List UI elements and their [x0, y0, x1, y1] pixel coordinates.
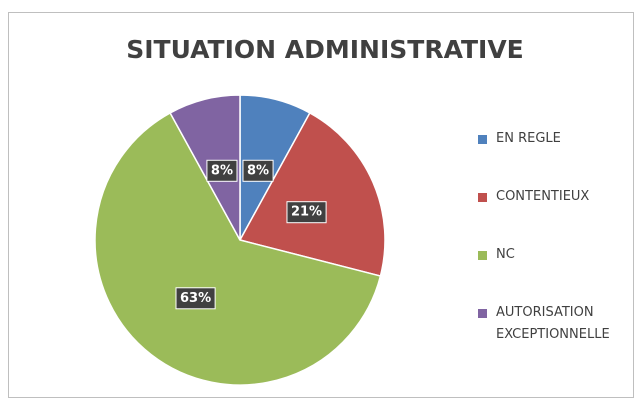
- data-label-box: [206, 159, 238, 182]
- chart-frame: [8, 12, 634, 398]
- data-label-box: [286, 201, 327, 224]
- legend-swatch: [478, 193, 487, 202]
- legend-label: NC: [496, 247, 515, 262]
- legend-label: AUTORISATION EXCEPTIONNELLE: [496, 305, 610, 342]
- pie-slice: [94, 111, 382, 386]
- legend-item: NC: [478, 244, 628, 302]
- data-label-box: [175, 287, 216, 310]
- data-label: 8%: [211, 163, 233, 178]
- legend-label: CONTENTIEUX: [496, 189, 590, 204]
- legend-label: EN REGLE: [496, 131, 561, 146]
- legend-swatch: [478, 135, 487, 144]
- data-label: 63%: [180, 291, 211, 306]
- pie-slice: [169, 94, 241, 241]
- pie-slice: [238, 111, 386, 277]
- legend-item: AUTORISATION EXCEPTIONNELLE: [478, 302, 628, 360]
- data-label-box: [242, 159, 274, 182]
- legend-swatch: [478, 251, 487, 260]
- legend-item: CONTENTIEUX: [478, 186, 628, 244]
- legend-swatch: [478, 309, 487, 318]
- pie: 8% 21% 63% 8%: [94, 94, 386, 386]
- data-label: 8%: [247, 163, 269, 178]
- legend-item: EN REGLE: [478, 128, 628, 186]
- data-label: 21%: [291, 205, 322, 220]
- chart-title: SITUATION ADMINISTRATIVE: [126, 35, 524, 64]
- legend: EN REGLE CONTENTIEUX NC AUTORISATION EXCEPT…: [478, 128, 628, 360]
